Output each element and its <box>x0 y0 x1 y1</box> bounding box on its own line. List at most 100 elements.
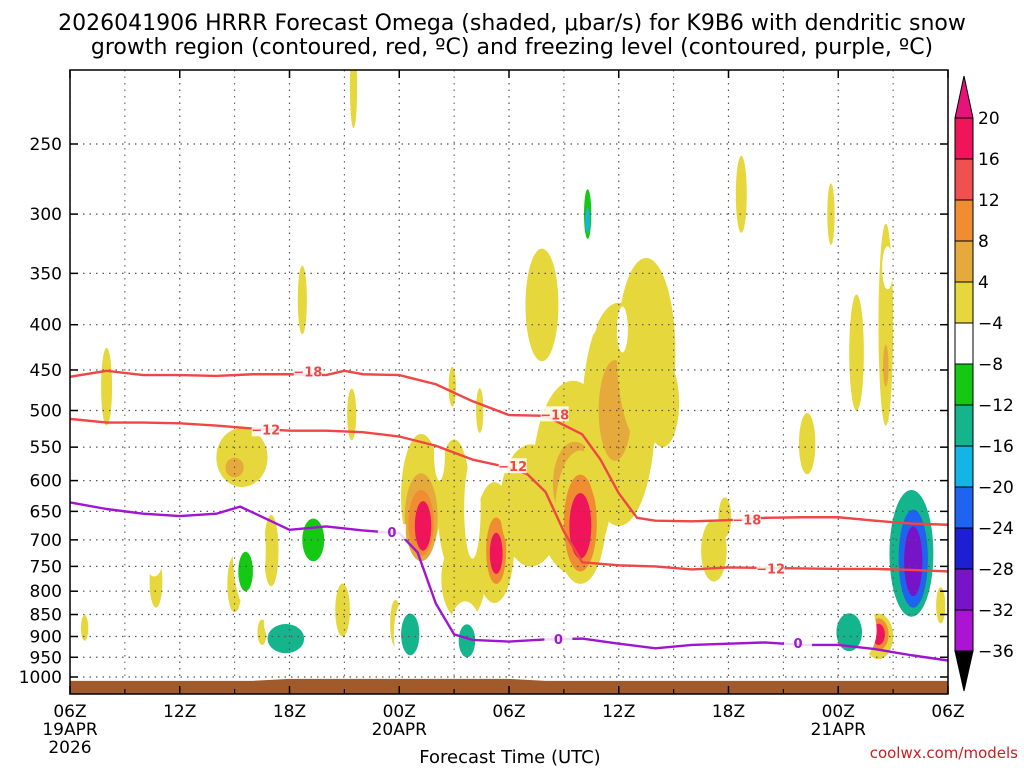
omega-negative-blob-12 <box>481 79 508 239</box>
x-tick-label-24: 06Z <box>492 702 525 722</box>
contour-dgz-minus12 <box>70 417 948 573</box>
x-tick-label-36: 18Z <box>712 702 745 722</box>
y-tick-label-600: 600 <box>30 472 62 492</box>
omega-positive-blob-9 <box>489 532 503 575</box>
omega-negative-blob-19 <box>766 289 782 379</box>
colorbar-segment-1 <box>954 158 974 201</box>
x-tick-date-0: 19APR <box>42 720 98 740</box>
colorbar-segment-5 <box>954 322 974 365</box>
y-tick-label-700: 700 <box>30 531 62 551</box>
axes: 2503003504004505005506006507007508008509… <box>19 69 965 758</box>
contour-label-bg-freezing-level-0C-2 <box>784 634 813 650</box>
omega-positive-blob-46 <box>80 614 89 641</box>
x-tick-date-18: 20APR <box>372 720 428 740</box>
colorbar-label-12: −32 <box>978 601 1014 621</box>
omega-negative-blob-20 <box>807 263 815 305</box>
colorbar-label-9: −20 <box>978 478 1014 498</box>
omega-negative-blob-31 <box>401 613 420 656</box>
colorbar-label-11: −28 <box>978 560 1014 580</box>
colorbar-label-7: −12 <box>978 396 1014 416</box>
contour-label-bg-dgz-minus18-1 <box>540 406 569 422</box>
omega-positive-blob-29 <box>448 366 456 407</box>
colorbar-label-0: 20 <box>978 109 1000 129</box>
colorbar-label-2: 12 <box>978 191 1000 211</box>
colorbar-label-4: 4 <box>978 273 989 293</box>
y-tick-label-450: 450 <box>30 361 62 381</box>
colorbar: 20 16 12 8 4 −4 −8 −12 −16 −20 −24 −28 −32 −36 <box>954 75 1014 692</box>
omega-negative-blob-8 <box>390 312 409 411</box>
omega-positive-blob-33 <box>849 294 864 411</box>
x-tick-year-0: 2026 <box>48 738 91 758</box>
y-tick-label-750: 750 <box>30 557 62 577</box>
omega-negative-blob-6 <box>353 394 380 567</box>
x-tick-label-18: 00Z <box>383 702 416 722</box>
y-tick-label-900: 900 <box>30 627 62 647</box>
contour-label-freezing-level-0C-0: 0 <box>387 526 396 541</box>
y-tick-label-850: 850 <box>30 606 62 626</box>
contour-label-dgz-minus12-1: −12 <box>498 460 527 475</box>
contour-label-bg-dgz-minus12-2 <box>756 560 785 576</box>
x-tick-label-0: 06Z <box>53 702 86 722</box>
contour-label-bg-freezing-level-0C-0 <box>377 524 406 540</box>
contour-label-bg-freezing-level-0C-1 <box>544 631 573 647</box>
contour-dgz-minus18 <box>70 369 948 526</box>
colorbar-segment-10 <box>954 527 974 570</box>
omega-positive-blob-38 <box>349 70 358 129</box>
omega-negative-blob-1 <box>144 535 164 577</box>
omega-positive-blob-20 <box>525 248 559 362</box>
colorbar-segment-0 <box>954 117 974 160</box>
omega-negative-blob-0 <box>99 487 129 524</box>
omega-positive-blob-22 <box>347 388 357 441</box>
colorbar-bottom-arrow <box>954 650 974 692</box>
omega-negative-blob-11 <box>464 458 481 559</box>
omega-negative-blob-36 <box>691 571 703 596</box>
colorbar-segment-8 <box>954 445 974 488</box>
y-tick-label-300: 300 <box>30 205 62 225</box>
contour-label-freezing-level-0C-2: 0 <box>793 637 802 652</box>
omega-negative-blob-29 <box>267 624 305 654</box>
contour-label-dgz-minus18-2: −18 <box>732 514 761 529</box>
x-tick-label-48: 06Z <box>931 702 964 722</box>
x-tick-date-42: 21APR <box>811 720 867 740</box>
omega-negative-blob-16 <box>585 208 590 233</box>
omega-positive-blob-23 <box>297 265 307 335</box>
chart-title-line2: growth region (contoured, red, ºC) and f… <box>91 35 933 60</box>
chart-title-line1: 2026041906 HRRR Forecast Omega (shaded, … <box>58 11 966 36</box>
y-tick-label-950: 950 <box>30 648 62 668</box>
y-tick-label-550: 550 <box>30 438 62 458</box>
colorbar-label-1: 16 <box>978 150 1000 170</box>
colorbar-segment-6 <box>954 363 974 406</box>
omega-negative-blob-10 <box>434 427 445 481</box>
omega-positive-blob-19 <box>646 358 680 448</box>
contour-label-bg-dgz-minus12-0 <box>251 421 280 437</box>
x-tick-label-12: 18Z <box>273 702 306 722</box>
contour-label-dgz-minus18-0: −18 <box>293 366 322 381</box>
contour-label-dgz-minus12-2: −12 <box>756 562 785 577</box>
omega-negative-blob-17 <box>616 306 628 353</box>
omega-negative-blob-21 <box>882 246 894 290</box>
colorbar-segment-2 <box>954 199 974 242</box>
colorbar-label-6: −8 <box>978 355 1003 375</box>
contour-label-freezing-level-0C-1: 0 <box>554 633 563 648</box>
omega-positive-blob-37 <box>718 497 732 538</box>
omega-positive-blob-28 <box>101 347 113 426</box>
omega-positive-blob-31 <box>798 413 816 475</box>
colorbar-label-5: −4 <box>978 314 1003 334</box>
omega-positive-blob-5 <box>414 501 432 551</box>
credit-text: coolwx.com/models <box>870 744 1018 762</box>
y-tick-label-400: 400 <box>30 316 62 336</box>
omega-negative-blob-5 <box>302 518 325 562</box>
omega-negative-blob-13 <box>525 170 541 245</box>
omega-positive-blob-24 <box>263 515 279 587</box>
omega-negative-blob-2 <box>232 491 266 610</box>
omega-negative-blob-7 <box>337 207 363 362</box>
contour-freezing-level-0C <box>70 501 948 662</box>
omega-positive-blob-21 <box>441 536 486 622</box>
y-tick-label-350: 350 <box>30 264 62 284</box>
colorbar-label-13: −36 <box>978 642 1014 662</box>
plot-area: −18 −18 −18 −12 −12 −12 0 0 0 <box>70 70 948 694</box>
colorbar-segment-9 <box>954 486 974 529</box>
y-tick-label-800: 800 <box>30 582 62 602</box>
omega-positive-blob-25 <box>335 583 350 637</box>
